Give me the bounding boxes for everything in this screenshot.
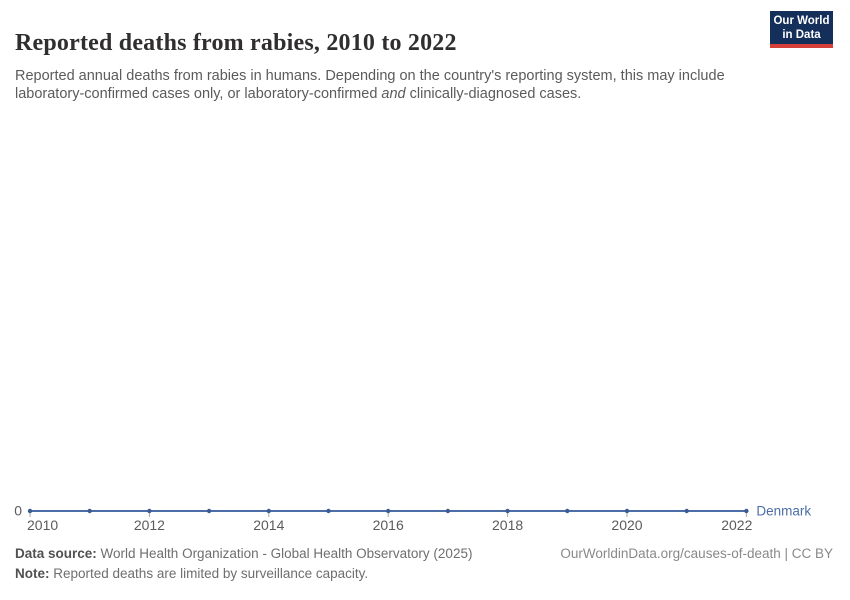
owid-logo-line2: in Data <box>782 29 821 41</box>
data-point[interactable] <box>27 508 33 514</box>
chart-subtitle: Reported annual deaths from rabies in hu… <box>15 67 745 104</box>
data-source-text: World Health Organization - Global Healt… <box>96 546 473 561</box>
note-label: Note: <box>15 566 50 581</box>
subtitle-italic-word: and <box>381 86 406 102</box>
x-tick-label: 2022 <box>721 517 752 533</box>
x-tick-label: 2010 <box>27 517 58 533</box>
owid-logo-line1: Our World <box>773 15 830 27</box>
series-label[interactable]: Denmark <box>756 504 811 519</box>
note-line: Note: Reported deaths are limited by sur… <box>15 566 368 581</box>
data-point[interactable] <box>445 508 451 514</box>
data-point[interactable] <box>744 508 749 514</box>
page-title: Reported deaths from rabies, 2010 to 202… <box>15 30 457 57</box>
x-tick-label: 2020 <box>611 517 642 533</box>
data-point[interactable] <box>87 508 92 514</box>
data-point[interactable] <box>266 508 271 514</box>
subtitle-text-1: Reported annual deaths from rabies in hu… <box>15 67 725 103</box>
data-point[interactable] <box>684 508 689 514</box>
data-point[interactable] <box>624 508 630 514</box>
note-text: Reported deaths are limited by surveilla… <box>49 566 369 581</box>
x-tick-label: 2016 <box>373 517 404 533</box>
data-point[interactable] <box>326 508 331 514</box>
license-line[interactable]: OurWorldinData.org/causes-of-death | CC … <box>560 546 833 561</box>
owid-logo[interactable]: Our World in Data <box>770 11 833 48</box>
chart-footer: Data source: World Health Organization -… <box>15 546 833 581</box>
data-point[interactable] <box>505 508 510 514</box>
data-point[interactable] <box>147 508 152 514</box>
x-tick-label: 2018 <box>492 517 523 533</box>
data-source-line: Data source: World Health Organization -… <box>15 546 472 561</box>
data-source-label: Data source: <box>15 546 97 561</box>
data-point[interactable] <box>206 508 212 514</box>
subtitle-text-2: clinically-diagnosed cases. <box>405 86 582 102</box>
x-tick-label: 2014 <box>253 517 284 533</box>
data-point[interactable] <box>565 508 570 514</box>
data-point[interactable] <box>386 508 391 514</box>
y-tick-label: 0 <box>14 503 22 519</box>
x-tick-label: 2012 <box>134 517 165 533</box>
